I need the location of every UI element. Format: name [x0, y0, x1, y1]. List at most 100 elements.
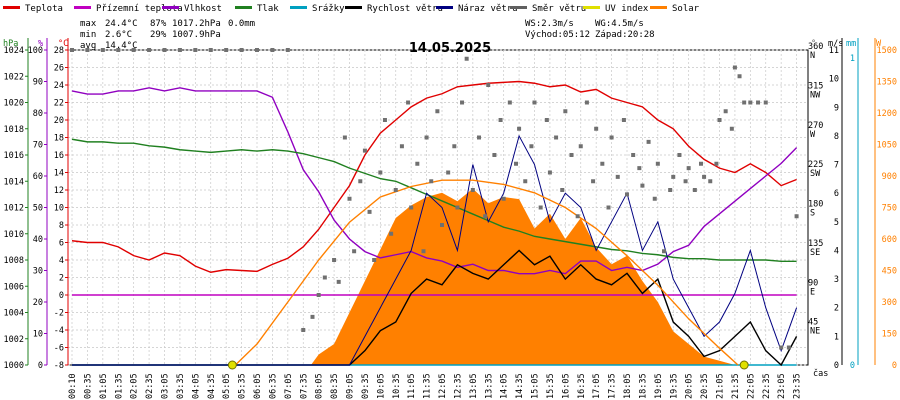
legend-swatch [74, 6, 91, 9]
direction-point [435, 109, 440, 114]
axis-tick-label: 1500 [877, 46, 897, 56]
x-tick-label: 17:05 [592, 373, 602, 399]
stats-block: max 24.4°C 87% 1017.2hPa 0.0mm min 2.6°C 29% 100… [80, 19, 655, 51]
direction-point [332, 258, 337, 262]
direction-point [162, 48, 167, 52]
direction-point [477, 135, 481, 140]
direction-point [532, 100, 537, 105]
direction-point [631, 153, 636, 157]
axis-tick-label: 1050 [877, 141, 897, 151]
direction-point [406, 100, 411, 105]
axis-tick-label: 1012 [4, 204, 24, 214]
axis-tick-label-compass: SW [810, 169, 821, 179]
axis-tick-label: 450 [882, 267, 897, 277]
chart-title: 14.05.2025 [409, 41, 491, 56]
x-tick-label: 02:35 [145, 373, 155, 399]
direction-point [342, 135, 347, 140]
axis-tick-label: 60 [33, 172, 43, 182]
x-tick-label: 06:05 [253, 373, 263, 399]
x-tick-label: 01:05 [99, 373, 109, 399]
direction-point [347, 196, 352, 201]
x-tick-label: 08:05 [315, 373, 325, 399]
direction-point [683, 179, 688, 184]
direction-point [393, 188, 398, 192]
axis-solar: W 0 150 300 450 600 750 900 1050 1200 1350 1500 [874, 38, 897, 371]
legend-swatch [162, 6, 179, 9]
solar-actual-area [310, 188, 735, 365]
x-tick-label: 07:05 [284, 373, 294, 399]
direction-point [615, 174, 620, 179]
axis-tick-label: 14 [54, 169, 64, 179]
direction-point [600, 161, 605, 166]
direction-point [301, 328, 306, 332]
axis-tick-label: 6 [834, 189, 839, 199]
axis-rain: mm 0 1 [846, 38, 859, 371]
axis-tick-label: 0 [834, 361, 839, 371]
direction-point [621, 118, 626, 122]
axis-tick-label-compass: E [810, 287, 815, 297]
direction-point [486, 83, 491, 87]
direction-point [452, 144, 457, 149]
direction-point [756, 100, 761, 105]
direction-point [131, 48, 136, 52]
direction-point [523, 179, 528, 184]
x-tick-label: 10:05 [376, 373, 386, 399]
x-tick-label: 18:05 [623, 373, 633, 399]
direction-point [100, 48, 105, 52]
x-tick-label: 10:35 [392, 373, 402, 399]
x-tick-label: 15:35 [546, 373, 556, 399]
x-tick-label: 22:05 [746, 373, 756, 399]
direction-point [514, 161, 518, 166]
axis-unit: mm [846, 39, 856, 49]
x-tick-label: 08:35 [330, 373, 340, 399]
axis-unit: W [876, 39, 882, 49]
axis-tick-label: 1 [850, 54, 855, 64]
axis-tick-label: 7 [834, 161, 839, 171]
direction-point [609, 135, 614, 140]
stats-sunrise: Východ:05:12 [525, 30, 590, 40]
stats-min-hum: 29% [150, 30, 167, 40]
legend-label: Vlhkost [184, 4, 222, 14]
direction-point [517, 126, 522, 131]
axis-tick-label: 1022 [4, 72, 24, 82]
axis-tick-label-compass: S [810, 209, 815, 219]
axis-tick-label: 8 [59, 221, 64, 231]
legend-swatch [583, 6, 600, 9]
axis-tick-label: 11 [829, 46, 839, 56]
direction-point [606, 205, 611, 210]
x-tick-label: 13:35 [484, 373, 494, 399]
axis-pressure: hPa 1000 1002 1004 1006 1008 1010 1012 1014 1016 1… [3, 38, 29, 371]
axis-unit: hPa [3, 39, 18, 49]
stats-max-hum: 87% [150, 19, 167, 29]
axis-tick-label: 6 [59, 239, 64, 249]
axis-tick-label: 3 [834, 275, 839, 285]
x-tick-label: 19:05 [654, 373, 664, 399]
x-tick-label: 09:35 [361, 373, 371, 399]
direction-point [732, 65, 737, 70]
axis-tick-label: 50 [33, 204, 43, 214]
direction-point [483, 214, 488, 219]
x-tick-label: 09:05 [346, 373, 356, 399]
axis-tick-label: -6 [54, 344, 64, 354]
x-tick-label: 20:05 [685, 373, 695, 399]
axis-tick-label-compass: NW [810, 90, 821, 100]
x-tick-label: 14:05 [500, 373, 510, 399]
direction-point [85, 48, 90, 52]
direction-point [270, 48, 275, 52]
axis-tick-label: 4 [59, 256, 64, 266]
axis-tick-label-compass: SE [810, 248, 820, 258]
direction-point [208, 48, 213, 52]
x-tick-label: 20:35 [700, 373, 710, 399]
stats-max-temp: 24.4°C [105, 19, 138, 29]
x-tick-label: 12:35 [453, 373, 463, 399]
legend-label: Srážky [312, 4, 345, 14]
direction-point [389, 231, 394, 236]
axis-tick-label: -8 [54, 361, 64, 371]
axis-tick-label: 1016 [4, 151, 24, 161]
direction-point [507, 100, 512, 105]
stats-avg-label: avg [80, 41, 96, 51]
x-tick-label: 11:35 [423, 373, 433, 399]
direction-point [625, 192, 629, 197]
x-tick-label: 16:05 [561, 373, 571, 399]
direction-point [646, 139, 651, 144]
